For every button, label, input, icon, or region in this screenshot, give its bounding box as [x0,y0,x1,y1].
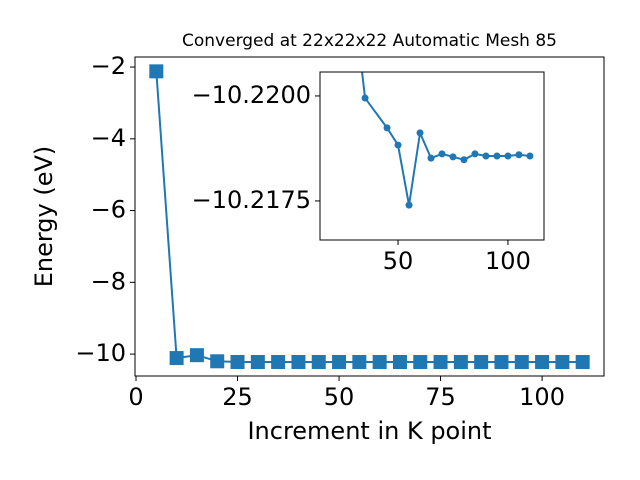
data-point [515,151,523,159]
data-point [555,355,570,370]
data-point [271,355,286,370]
data-point [449,153,457,161]
y-tick-label: −10 [75,339,126,367]
data-point [361,94,369,102]
data-point [149,64,164,79]
y-tick-label: −10.2200 [192,81,311,109]
axes-frame [319,71,545,241]
data-point [291,355,306,370]
data-point [433,355,448,370]
chart-title: Converged at 22x22x22 Automatic Mesh 85 [182,31,557,51]
data-point [392,355,407,370]
data-point [494,355,509,370]
y-tick-label: −8 [91,267,126,295]
data-point [352,355,367,370]
data-point [427,154,435,162]
x-tick-label: 100 [519,383,565,411]
data-point [169,351,184,366]
data-point [416,129,424,137]
data-point [372,355,387,370]
data-point [230,355,245,370]
data-point [413,355,428,370]
plot-marks [149,64,590,370]
x-tick-label: 75 [425,383,456,411]
y-tick-label: −2 [91,52,126,80]
data-point [460,156,468,164]
y-tick-label: −6 [91,196,126,224]
data-point [482,152,490,160]
data-point [405,201,413,209]
data-point [514,355,529,370]
data-point [471,150,479,158]
data-point [438,150,446,158]
data-point [394,141,402,149]
data-point [474,355,489,370]
data-point [453,355,468,370]
x-tick-label: 100 [485,247,531,275]
x-tick-label: 25 [222,383,253,411]
axes-frame [134,56,605,377]
plot-marks [361,72,534,209]
x-tick-label: 0 [128,383,143,411]
data-point [535,355,550,370]
data-point [210,354,225,369]
y-axis-label: Energy (eV) [30,146,58,288]
data-point [332,355,347,370]
y-tick-label: −10.2175 [192,186,311,214]
data-point [504,152,512,160]
data-point [311,355,326,370]
data-point [526,152,534,160]
axes: 50 100 −10.2200 −10.2175 [192,71,545,275]
data-point [493,152,501,160]
data-point [383,124,391,132]
data-point [250,355,265,370]
data-point [189,348,204,363]
y-tick-label: −4 [91,124,126,152]
data-point [575,355,590,370]
x-tick-label: 50 [383,247,414,275]
x-axis-label: Increment in K point [247,417,491,445]
data-line [155,71,583,364]
data-line [361,72,531,206]
x-tick-label: 50 [324,383,355,411]
